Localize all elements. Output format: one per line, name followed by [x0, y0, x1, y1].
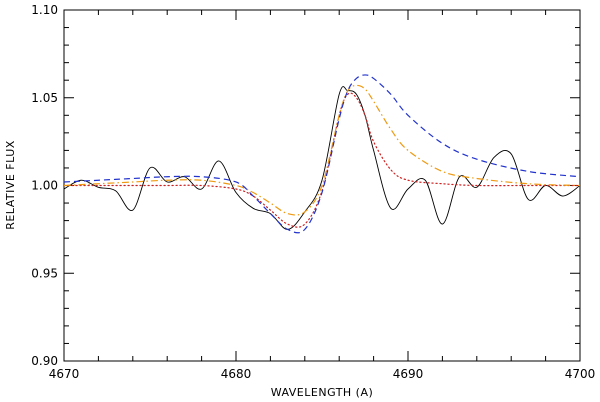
- y-axis-label: RELATIVE FLUX: [4, 140, 17, 230]
- x-tick-label: 4690: [393, 367, 424, 381]
- x-axis-label: WAVELENGTH (A): [271, 386, 374, 399]
- series-layer: [64, 74, 580, 234]
- axis-tick-labels: 4670 4680 4690 4700 0.90 0.95 1.00 1.05 1.10: [31, 3, 595, 381]
- y-tick-label: 0.95: [31, 266, 58, 280]
- y-tick-label: 1.05: [31, 91, 58, 105]
- model-dotted-line: [64, 92, 580, 228]
- y-tick-label: 0.90: [31, 354, 58, 368]
- y-tick-label: 1.10: [31, 3, 58, 17]
- axis-ticks: [63, 9, 581, 362]
- x-tick-label: 4700: [565, 367, 596, 381]
- x-tick-label: 4680: [221, 367, 252, 381]
- model-dashed-line: [64, 74, 580, 234]
- y-tick-label: 1.00: [31, 179, 58, 193]
- observed-spectrum-line: [64, 86, 580, 230]
- x-tick-label: 4670: [49, 367, 80, 381]
- model-dashdot-line: [64, 84, 580, 216]
